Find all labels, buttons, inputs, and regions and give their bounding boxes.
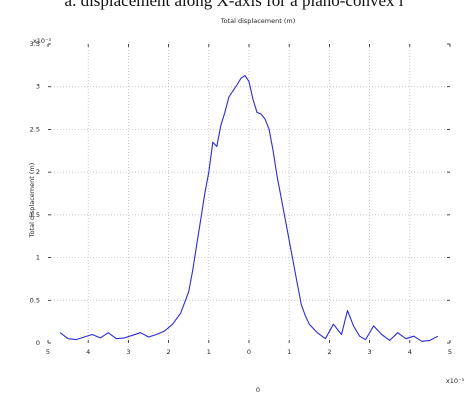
y-axis-label: Total displacement (m) — [28, 163, 36, 239]
y-axis-ticks: 0 0.5 1 1.5 2 2.5 3 3.5 — [30, 40, 450, 347]
y-tick-label: 0.5 — [30, 296, 40, 304]
x-origin-label: 0 — [256, 386, 260, 394]
y-tick-label: 1 — [36, 254, 40, 262]
y-tick-label: 3 — [36, 83, 40, 91]
x-tick-label: 1 — [287, 348, 291, 356]
x-tick-label: 0 — [247, 348, 251, 356]
x-tick-label: 3 — [368, 348, 372, 356]
x-tick-label: 2 — [327, 348, 331, 356]
data-series-line — [59, 75, 439, 342]
x-tick-label: 2 — [167, 348, 171, 356]
chart-title: Total displacement (m) — [220, 17, 296, 25]
x-tick-label: 5 — [448, 348, 452, 356]
x-exponent-label: x10⁻³ — [446, 377, 465, 385]
x-tick-label: 1 — [207, 348, 211, 356]
plot-area — [59, 75, 439, 342]
figure-caption: a. displacement along X-axis for a plano… — [64, 0, 404, 10]
x-axis-ticks: 5 4 3 2 1 0 1 2 3 4 5 — [46, 44, 452, 356]
y-tick-label: 2 — [36, 168, 40, 176]
y-exponent-label: x10⁻³ — [33, 37, 52, 45]
x-tick-label: 4 — [86, 348, 90, 356]
y-tick-label: 3.5 — [30, 40, 40, 48]
x-tick-label: 5 — [46, 348, 50, 356]
x-tick-label: 3 — [126, 348, 130, 356]
x-tick-label: 4 — [408, 348, 412, 356]
y-tick-label: 2.5 — [30, 125, 40, 133]
y-tick-label: 1.5 — [30, 211, 40, 219]
grid — [48, 44, 450, 343]
y-tick-label: 0 — [36, 339, 40, 347]
